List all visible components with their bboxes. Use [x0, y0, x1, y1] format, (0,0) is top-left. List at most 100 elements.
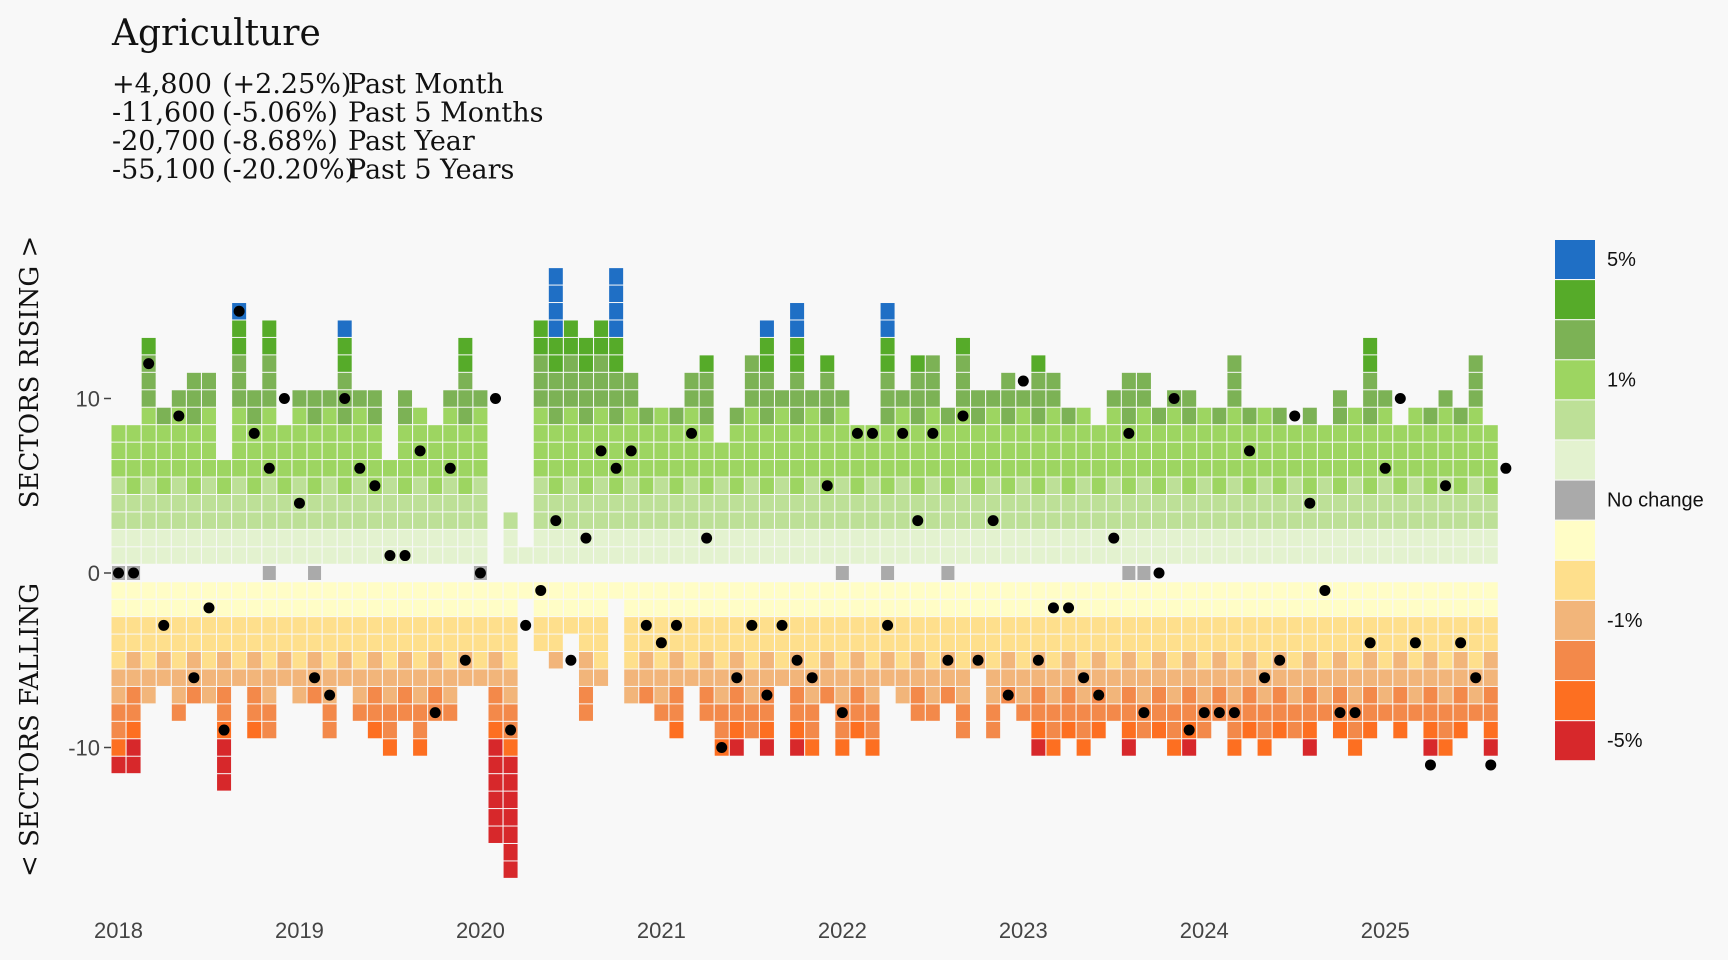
- net-dot: [1394, 393, 1406, 404]
- rising-cell: [1016, 529, 1031, 547]
- falling-cell: [1227, 582, 1242, 599]
- net-dot: [203, 602, 215, 614]
- falling-cell: [1483, 686, 1498, 704]
- rising-cell: [1272, 494, 1287, 512]
- rising-cell: [428, 512, 443, 529]
- color-legend: 5%1%No change-1%-5%: [1555, 240, 1704, 761]
- rising-cell: [910, 529, 925, 547]
- falling-cell: [594, 669, 609, 686]
- falling-cell: [850, 652, 865, 669]
- falling-cell: [1001, 652, 1016, 669]
- falling-cell: [1121, 634, 1136, 652]
- rising-cell: [759, 337, 774, 355]
- rising-cell: [729, 477, 744, 494]
- rising-cell: [820, 407, 835, 425]
- stat-change: -20,700: [112, 126, 216, 157]
- rising-cell: [1317, 547, 1332, 564]
- rising-cell: [398, 390, 413, 407]
- falling-cell: [1152, 634, 1167, 652]
- rising-cell: [247, 390, 262, 407]
- falling-cell: [352, 599, 367, 617]
- rising-cell: [1348, 407, 1363, 425]
- falling-cell: [1227, 721, 1242, 739]
- falling-cell: [1121, 669, 1136, 686]
- rising-cell: [1031, 407, 1046, 425]
- net-dot: [836, 707, 848, 719]
- falling-cell: [1197, 599, 1212, 617]
- rising-cell: [1076, 477, 1091, 494]
- rising-cell: [171, 529, 186, 547]
- rising-cell: [594, 390, 609, 407]
- falling-cell: [1167, 599, 1182, 617]
- rising-cell: [1001, 390, 1016, 407]
- falling-cell: [1152, 617, 1167, 634]
- falling-cell: [865, 652, 880, 669]
- falling-cell: [1332, 686, 1347, 704]
- falling-cell: [398, 652, 413, 669]
- rising-cell: [775, 547, 790, 564]
- rising-cell: [1001, 460, 1016, 477]
- net-dot: [595, 445, 607, 457]
- rising-cell: [1302, 529, 1317, 547]
- rising-cell: [398, 512, 413, 529]
- falling-cell: [232, 617, 247, 634]
- falling-cell: [1001, 669, 1016, 686]
- rising-cell: [1438, 547, 1453, 564]
- rising-cell: [880, 494, 895, 512]
- rising-cell: [1182, 390, 1197, 407]
- net-dot: [1259, 672, 1271, 684]
- rising-cell: [443, 477, 458, 494]
- rising-cell: [1076, 512, 1091, 529]
- stat-period: Past Month: [348, 69, 504, 100]
- rising-cell: [141, 547, 156, 564]
- rising-cell: [232, 407, 247, 425]
- falling-cell: [428, 617, 443, 634]
- rising-cell: [413, 460, 428, 477]
- falling-cell: [503, 756, 518, 774]
- falling-cell: [1408, 652, 1423, 669]
- rising-cell: [1272, 512, 1287, 529]
- rising-cell: [548, 390, 563, 407]
- rising-cell: [1483, 460, 1498, 477]
- rising-cell: [609, 337, 624, 355]
- falling-cell: [217, 582, 232, 599]
- rising-cell: [925, 460, 940, 477]
- rising-cell: [971, 529, 986, 547]
- falling-cell: [1106, 599, 1121, 617]
- falling-cell: [156, 652, 171, 669]
- rising-cell: [548, 268, 563, 285]
- stat-pct: (+2.25%): [222, 69, 351, 100]
- falling-cell: [729, 599, 744, 617]
- falling-cell: [1438, 704, 1453, 721]
- rising-cell: [624, 460, 639, 477]
- rising-cell: [1363, 390, 1378, 407]
- falling-cell: [548, 652, 563, 669]
- rising-cell: [1423, 425, 1438, 442]
- rising-cell: [609, 355, 624, 372]
- rising-cell: [201, 547, 216, 564]
- rising-cell: [548, 442, 563, 460]
- rising-cell: [1257, 512, 1272, 529]
- rising-cell: [850, 442, 865, 460]
- rising-cell: [186, 425, 201, 442]
- falling-cell: [443, 669, 458, 686]
- rising-cell: [1152, 442, 1167, 460]
- rising-cell: [669, 512, 684, 529]
- falling-cell: [292, 599, 307, 617]
- falling-cell: [201, 652, 216, 669]
- falling-cell: [262, 669, 277, 686]
- falling-cell: [367, 634, 382, 652]
- falling-cell: [744, 599, 759, 617]
- falling-cell: [1152, 669, 1167, 686]
- rising-cell: [609, 303, 624, 320]
- rising-cell: [684, 477, 699, 494]
- rising-cell: [277, 425, 292, 442]
- rising-cell: [473, 460, 488, 477]
- rising-cell: [1468, 512, 1483, 529]
- rising-cell: [413, 407, 428, 425]
- rising-cell: [1363, 442, 1378, 460]
- falling-cell: [1317, 669, 1332, 686]
- rising-cell: [684, 372, 699, 390]
- falling-cell: [820, 669, 835, 686]
